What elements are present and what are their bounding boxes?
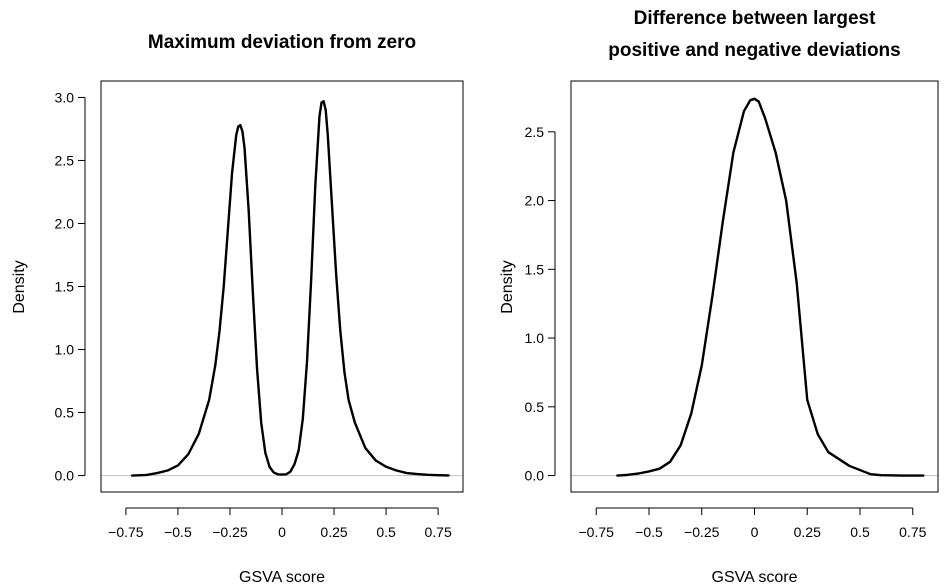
right-panel: Difference between largest positive and n…	[499, 8, 939, 586]
x-tick-label: −0.5	[635, 524, 663, 540]
chart-title: Difference between largest	[634, 8, 876, 29]
density-curve	[130, 100, 450, 477]
x-tick-label: 0.25	[320, 524, 347, 540]
y-tick-label: 1.0	[55, 342, 75, 358]
y-axis-label: Density	[11, 260, 28, 313]
x-tick-label: 0	[278, 524, 286, 540]
x-tick-label: 0.75	[424, 524, 451, 540]
density-curve	[616, 97, 925, 477]
plot-frame	[100, 80, 464, 493]
y-tick-label: 1.5	[525, 261, 545, 277]
y-tick-label: 2.5	[55, 152, 75, 168]
x-tick-label: −0.25	[684, 524, 720, 540]
y-tick-label: 0.5	[525, 399, 545, 415]
x-tick-label: 0	[751, 524, 759, 540]
chart-title: positive and negative deviations	[608, 40, 900, 61]
x-axis-label: GSVA score	[712, 569, 798, 586]
x-tick-label: 0.5	[850, 524, 870, 540]
y-tick-label: 2.5	[525, 124, 545, 140]
y-tick-label: 3.0	[55, 89, 75, 105]
y-tick-label: 2.0	[55, 215, 75, 231]
y-tick-label: 0.0	[55, 468, 75, 484]
x-tick-label: 0.25	[794, 524, 821, 540]
left-panel: Maximum deviation from zero −0.75 −0.5 −0.2…	[11, 32, 464, 586]
x-tick-label: −0.75	[108, 524, 144, 540]
y-axis-label: Density	[499, 260, 516, 313]
y-tick-label: 0.5	[55, 405, 75, 421]
chart-title: Maximum deviation from zero	[148, 32, 416, 53]
y-tick-label: 0.0	[525, 468, 545, 484]
y-tick-label: 1.5	[55, 279, 75, 295]
x-tick-label: −0.5	[164, 524, 192, 540]
x-tick-label: −0.75	[579, 524, 615, 540]
y-tick-label: 1.0	[525, 330, 545, 346]
x-axis-label: GSVA score	[239, 569, 325, 586]
x-tick-label: 0.75	[899, 524, 926, 540]
plot-frame	[570, 80, 939, 493]
y-tick-label: 2.0	[525, 193, 545, 209]
x-tick-label: −0.25	[212, 524, 248, 540]
x-tick-label: 0.5	[376, 524, 396, 540]
